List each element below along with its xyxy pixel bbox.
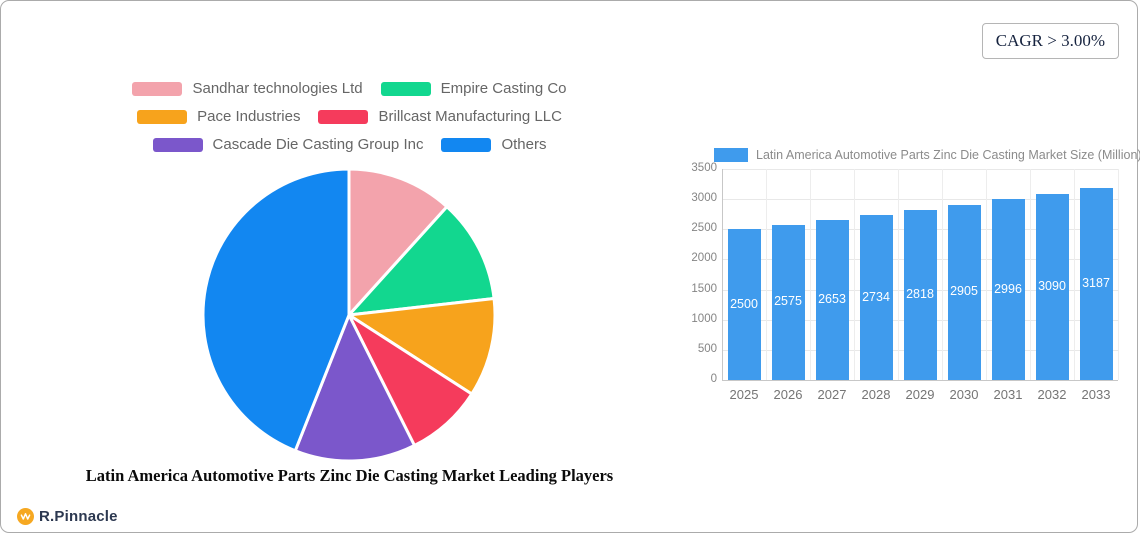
bar-value-label: 2905 (950, 284, 978, 299)
x-tick-label: 2027 (817, 387, 847, 402)
gridline-vertical (722, 169, 723, 380)
y-tick-label: 1500 (691, 282, 717, 295)
bar (947, 204, 981, 380)
legend-swatch-sandhar (132, 81, 183, 96)
pie-legend-item: Cascade Die Casting Group Inc (152, 134, 424, 155)
x-tick-label: 2031 (993, 387, 1023, 402)
cagr-badge: CAGR > 3.00% (981, 23, 1119, 59)
bar (903, 210, 937, 380)
bar-value-label: 2653 (818, 292, 846, 307)
gridline-vertical (1074, 169, 1075, 380)
x-tick-label: 2030 (949, 387, 979, 402)
x-tick-label: 2028 (861, 387, 891, 402)
gridline-vertical (1030, 169, 1031, 380)
bar-chart-x-axis: 2025 2026 2027 2028 2029 2030 2031 2032 2033 (691, 387, 1125, 405)
legend-label-pace: Pace Industries (197, 108, 301, 125)
gridline-vertical (942, 169, 943, 380)
legend-label-empire: Empire Casting Co (440, 80, 567, 97)
legend-label-brillcast: Brillcast Manufacturing LLC (378, 108, 562, 125)
legend-label-sandhar: Sandhar technologies Ltd (192, 80, 363, 97)
y-tick-label: 500 (697, 342, 717, 355)
legend-swatch-empire (380, 81, 431, 96)
x-tick-label: 2032 (1037, 387, 1067, 402)
pie-slice (347, 205, 496, 317)
legend-label-others: Others (501, 136, 547, 153)
pie-legend: Sandhar technologies Ltd Empire Casting … (1, 78, 698, 155)
bar-value-label: 3090 (1038, 278, 1066, 293)
pie-chart-title: Latin America Automotive Parts Zinc Die … (85, 466, 614, 485)
pie-legend-row: Cascade Die Casting Group Inc Others (1, 134, 698, 155)
pie-chart (201, 167, 497, 463)
bar (859, 215, 893, 380)
legend-label-cascade: Cascade Die Casting Group Inc (212, 136, 424, 153)
pie-legend-item: Pace Industries (137, 106, 300, 127)
pie-legend-item: Empire Casting Co (380, 78, 567, 99)
y-tick-label: 0 (710, 373, 717, 385)
gridline-vertical (810, 169, 811, 380)
gridline-horizontal (722, 199, 1118, 201)
brand-logo-text: R.Pinnacle (39, 508, 118, 525)
bar-value-label: 3187 (1082, 275, 1110, 290)
gridline-vertical (1118, 169, 1119, 380)
cagr-label: CAGR > 3.00% (995, 31, 1105, 50)
gridline-horizontal (722, 380, 1118, 381)
gridline-horizontal (722, 169, 1118, 170)
brand-logo: R.Pinnacle (17, 508, 118, 525)
y-tick-label: 2000 (691, 252, 717, 265)
bar-chart: Latin America Automotive Parts Zinc Die … (691, 144, 1140, 412)
pie-legend-row: Sandhar technologies Ltd Empire Casting … (1, 78, 698, 99)
pie-legend-item: Others (441, 134, 546, 155)
bar-chart-legend: Latin America Automotive Parts Zinc Die … (714, 148, 1140, 162)
legend-swatch-others (441, 137, 492, 152)
gridline-vertical (898, 169, 899, 380)
bar (727, 229, 761, 380)
bar-chart-plot-area: 2500 2575 2653 2734 2818 2905 2996 3090 3187 (722, 169, 1119, 381)
bar-legend-swatch (714, 148, 748, 162)
bar-value-label: 2575 (774, 294, 802, 309)
pie-slice (201, 167, 351, 453)
bar (815, 220, 849, 380)
y-tick-label: 3500 (691, 162, 717, 174)
bar-value-label: 2818 (906, 287, 934, 302)
x-tick-label: 2029 (905, 387, 935, 402)
bar (1035, 193, 1069, 380)
y-tick-label: 3000 (691, 192, 717, 205)
bar-value-label: 2996 (994, 281, 1022, 296)
x-tick-label: 2033 (1081, 387, 1111, 402)
legend-swatch-brillcast (318, 109, 369, 124)
legend-swatch-pace (137, 109, 188, 124)
brand-logo-icon (17, 508, 34, 525)
bar (771, 224, 805, 380)
pie-legend-item: Sandhar technologies Ltd (132, 78, 363, 99)
gridline-vertical (986, 169, 987, 380)
x-tick-label: 2025 (729, 387, 759, 402)
pie-legend-row: Pace Industries Brillcast Manufacturing … (1, 106, 698, 127)
pie-chart-svg (201, 167, 497, 463)
y-tick-label: 1000 (691, 312, 717, 325)
pie-legend-item: Brillcast Manufacturing LLC (318, 106, 562, 127)
bar-value-label: 2734 (862, 289, 890, 304)
bar (991, 199, 1025, 380)
gridline-vertical (854, 169, 855, 380)
gridline-vertical (766, 169, 767, 380)
y-tick-label: 2500 (691, 222, 717, 235)
bar (1079, 187, 1113, 380)
bar-legend-label: Latin America Automotive Parts Zinc Die … (756, 148, 1140, 162)
pie-slice (293, 313, 416, 463)
pie-slice (347, 297, 497, 396)
legend-swatch-cascade (152, 137, 203, 152)
pie-slice (347, 167, 449, 317)
x-tick-label: 2026 (773, 387, 803, 402)
bar-value-label: 2500 (730, 296, 758, 311)
